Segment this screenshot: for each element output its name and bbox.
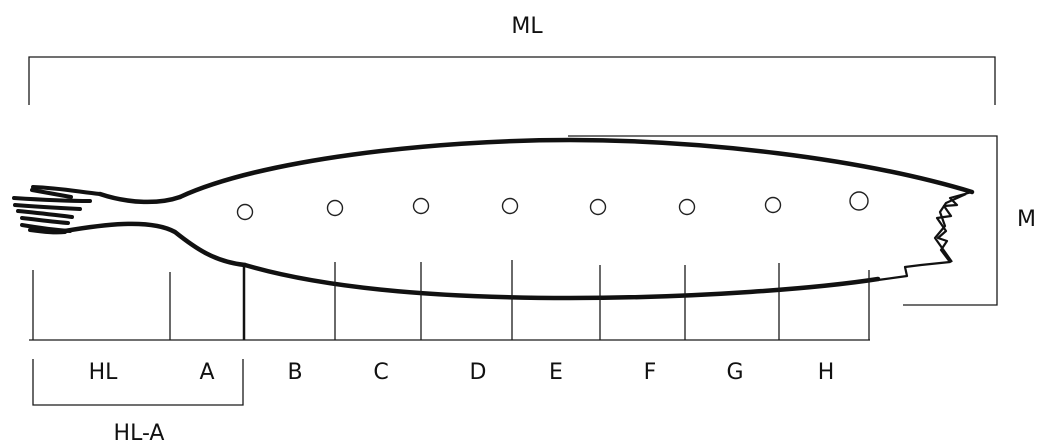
sample-point	[589, 198, 607, 216]
mantle-upper-outline	[177, 137, 975, 200]
sample-point	[678, 198, 696, 216]
section-label-d: D	[470, 360, 487, 385]
sample-point	[412, 197, 430, 215]
mantle-lower-outline	[242, 262, 881, 301]
mantle-tip-jagged	[877, 190, 973, 282]
head-upper-outline	[97, 191, 183, 205]
section-label-g: G	[726, 360, 743, 385]
head-lower-outline	[62, 221, 248, 268]
hl-a-label: HL-A	[114, 421, 165, 446]
sampling-points	[236, 191, 869, 221]
section-label-e: E	[549, 360, 563, 385]
section-label-c: C	[373, 360, 388, 385]
section-label-h: H	[818, 360, 835, 385]
section-label-a: A	[199, 360, 214, 385]
sample-point	[764, 196, 782, 214]
sample-point	[849, 191, 869, 211]
ml-bracket	[28, 56, 996, 105]
m-bracket	[568, 135, 998, 306]
tentacles	[12, 185, 102, 235]
sample-point	[326, 199, 344, 217]
section-label-b: B	[287, 360, 302, 385]
sample-point	[236, 203, 254, 221]
head-length-label: HL	[89, 360, 119, 385]
m-label: M	[1017, 207, 1036, 232]
section-label-f: F	[644, 360, 657, 385]
sample-point	[501, 197, 519, 215]
squid-body	[62, 137, 975, 301]
hl-a-bracket	[32, 359, 244, 406]
section-dividers	[29, 260, 870, 341]
section-labels: HL A B C D E F G H	[89, 360, 835, 385]
ml-label: ML	[511, 14, 543, 39]
